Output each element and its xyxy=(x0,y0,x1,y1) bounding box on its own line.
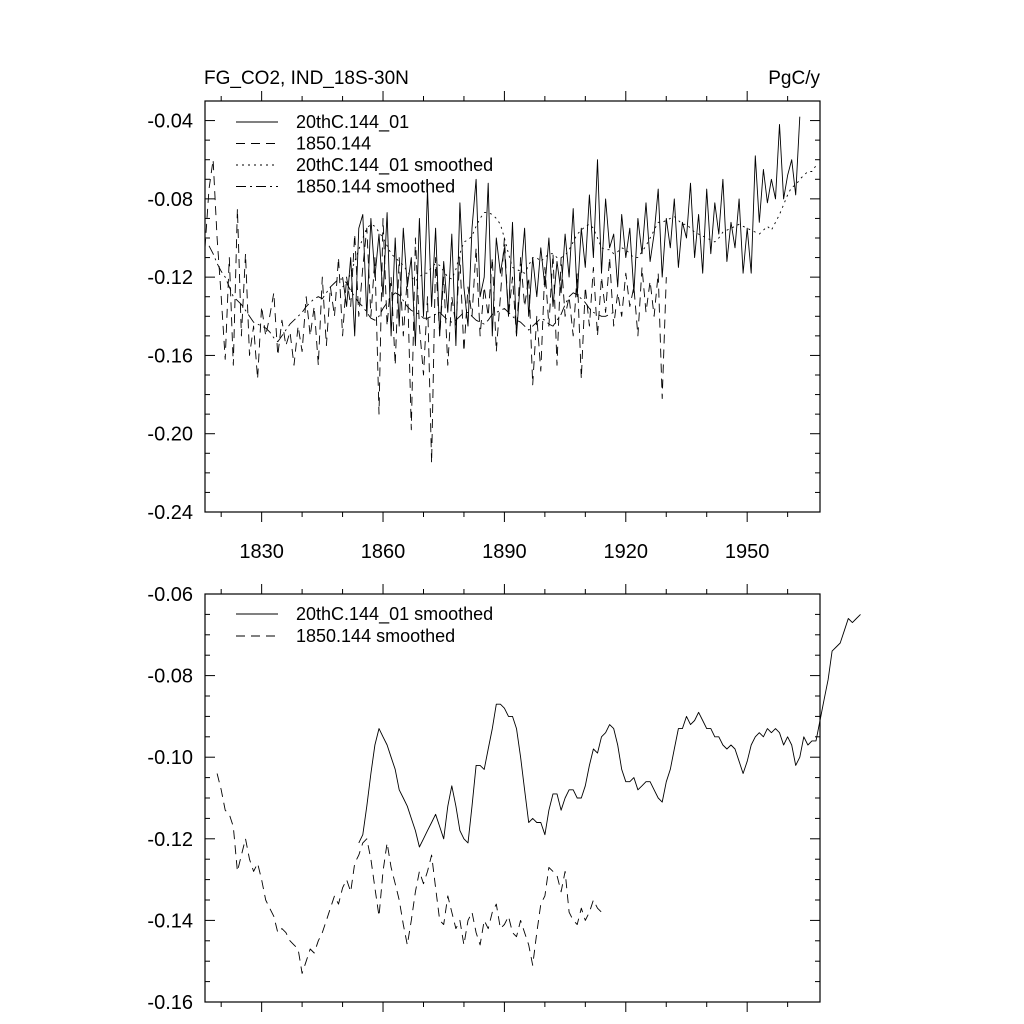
top-y-tick-label: -0.20 xyxy=(147,424,193,446)
bottom-legend-label-0: 20thC.144_01 smoothed xyxy=(296,604,493,625)
top-y-tick-label: -0.16 xyxy=(147,345,193,367)
top-y-tick-label: -0.12 xyxy=(147,267,193,289)
top-legend-label-0: 20thC.144_01 xyxy=(296,112,409,133)
top-series-2-line xyxy=(342,165,817,288)
top-legend-label-1: 1850.144 xyxy=(296,134,371,154)
top-y-tick-label: -0.04 xyxy=(147,111,193,133)
bottom-y-tick-label: -0.12 xyxy=(147,829,193,851)
top-panel: FG_CO2, IND_18S-30N PgC/y -0.04 -0.08 -0.1… xyxy=(147,68,821,563)
bottom-y-tick-label: -0.16 xyxy=(147,992,193,1014)
bottom-legend-label-1: 1850.144 smoothed xyxy=(296,626,455,646)
bottom-y-tick-label: -0.08 xyxy=(147,666,193,688)
bottom-y-tick-label: -0.10 xyxy=(147,747,193,769)
top-x-tick-label: 1830 xyxy=(239,541,284,563)
top-x-tick-label: 1920 xyxy=(604,541,649,563)
bottom-y-tick-label: -0.06 xyxy=(147,584,193,606)
top-x-tick-label: 1860 xyxy=(361,541,406,563)
top-legend-label-2: 20thC.144_01 smoothed xyxy=(296,155,493,176)
top-series-1-line xyxy=(204,159,667,464)
top-y-tick-label: -0.24 xyxy=(147,502,193,524)
bottom-series-0-line xyxy=(358,614,861,848)
bottom-plot-frame xyxy=(204,593,821,1003)
top-y-tick-label: -0.08 xyxy=(147,189,193,211)
top-panel-title-left: FG_CO2, IND_18S-30N xyxy=(204,68,409,89)
bottom-panel: -0.06 -0.08 -0.10 -0.12 -0.14 -0.16 20thC.144_… xyxy=(147,584,861,1014)
top-series-3-line xyxy=(208,245,614,343)
top-plot-frame xyxy=(204,100,821,513)
bottom-series-1-line xyxy=(216,773,602,974)
top-series-0-line xyxy=(342,116,801,347)
top-legend-label-3: 1850.144 smoothed xyxy=(296,177,455,197)
top-panel-title-right: PgC/y xyxy=(768,68,820,89)
top-x-tick-label: 1890 xyxy=(482,541,527,563)
bottom-y-tick-label: -0.14 xyxy=(147,910,193,932)
top-x-tick-label: 1950 xyxy=(725,541,770,563)
